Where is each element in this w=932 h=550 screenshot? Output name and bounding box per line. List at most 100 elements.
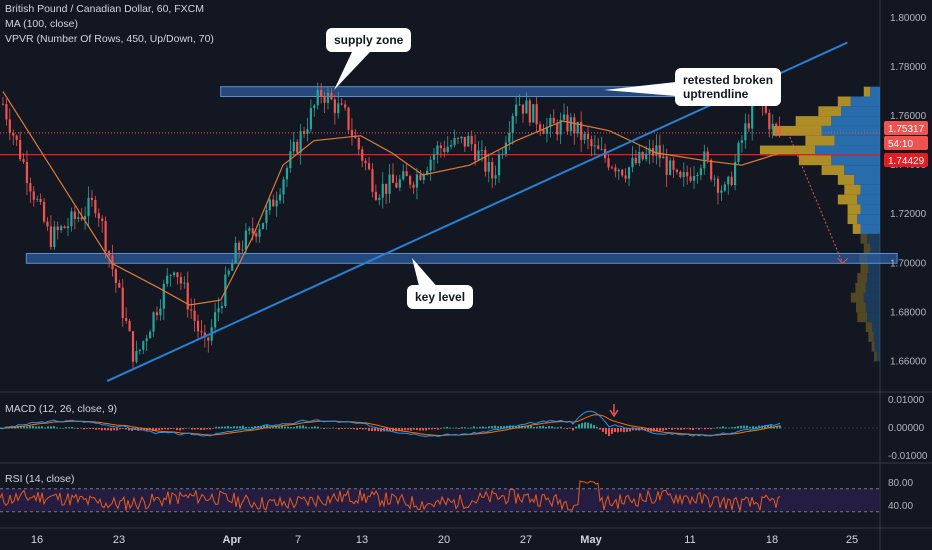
supply-zone-callout[interactable]: supply zone bbox=[326, 28, 412, 52]
candle-body bbox=[183, 282, 186, 284]
price-axis-tick: 1.66000 bbox=[890, 356, 927, 367]
rsi-band bbox=[0, 488, 880, 512]
macd-histogram-bar bbox=[431, 428, 433, 430]
macd-histogram-bar bbox=[320, 427, 322, 429]
macd-histogram-bar bbox=[47, 426, 49, 429]
volume-profile-up-bar bbox=[860, 204, 880, 215]
volume-profile-down-bar bbox=[837, 96, 851, 107]
macd-histogram-bar bbox=[14, 427, 16, 429]
macd-histogram-bar bbox=[38, 426, 40, 429]
volume-profile-down-bar bbox=[855, 302, 866, 313]
candle-body bbox=[15, 135, 18, 140]
macd-histogram-bar bbox=[281, 426, 283, 429]
price-axis-tick: 1.78000 bbox=[890, 62, 927, 73]
macd-histogram-bar bbox=[566, 428, 568, 429]
candle-body bbox=[135, 350, 138, 362]
macd-histogram-bar bbox=[392, 428, 394, 432]
candle-body bbox=[535, 104, 538, 125]
macd-histogram-bar bbox=[122, 428, 124, 429]
candle-body bbox=[121, 287, 124, 319]
macd-histogram-bar bbox=[449, 427, 451, 429]
candle-body bbox=[241, 249, 244, 251]
macd-histogram-bar bbox=[170, 428, 172, 430]
macd-histogram-bar bbox=[746, 425, 748, 429]
macd-histogram-bar bbox=[500, 426, 502, 429]
macd-histogram-bar bbox=[491, 426, 493, 429]
macd-histogram-bar bbox=[722, 426, 724, 429]
candle-body bbox=[42, 201, 46, 222]
macd-histogram-bar bbox=[254, 426, 256, 429]
candle-body bbox=[80, 217, 83, 220]
retest-callout-tail bbox=[604, 82, 676, 96]
candle-body bbox=[405, 171, 408, 177]
candle-body bbox=[66, 226, 70, 229]
candle-body bbox=[8, 119, 11, 133]
macd-histogram-bar bbox=[674, 428, 676, 429]
candle-body bbox=[176, 272, 179, 278]
macd-histogram-bar bbox=[107, 428, 109, 431]
rsi-axis-tick: 40.00 bbox=[888, 501, 913, 512]
candle-body bbox=[422, 174, 425, 180]
volume-profile-up-bar bbox=[867, 273, 880, 283]
key-level-callout[interactable]: key level bbox=[407, 285, 474, 309]
candle-body bbox=[1, 103, 5, 105]
macd-histogram-bar bbox=[164, 428, 166, 430]
rsi-legend[interactable]: RSI (14, close) bbox=[5, 473, 75, 485]
candle-body bbox=[203, 332, 206, 338]
candle-body bbox=[63, 226, 66, 229]
candle-body bbox=[484, 149, 487, 172]
candle-body bbox=[70, 211, 73, 227]
macd-histogram-bar bbox=[98, 428, 100, 430]
candle-body bbox=[279, 194, 282, 201]
macd-histogram-bar bbox=[440, 428, 442, 429]
volume-profile-down-bar bbox=[857, 273, 868, 283]
candle-body bbox=[733, 162, 737, 186]
volume-profile-down-bar bbox=[855, 282, 866, 293]
candle-body bbox=[723, 184, 726, 191]
candle-body bbox=[285, 168, 289, 180]
volume-profile-up-bar bbox=[821, 125, 880, 136]
candle-body bbox=[573, 117, 576, 134]
macd-histogram-bar bbox=[773, 426, 775, 429]
candle-body bbox=[501, 154, 504, 155]
macd-histogram-bar bbox=[587, 422, 589, 429]
candle-body bbox=[385, 183, 388, 194]
symbol-title[interactable]: British Pound / Canadian Dollar, 60, FXC… bbox=[5, 3, 205, 15]
macd-histogram-bar bbox=[128, 428, 130, 431]
macd-histogram-bar bbox=[68, 427, 70, 429]
candle-body bbox=[456, 137, 460, 139]
volume-profile-down-bar bbox=[850, 292, 864, 303]
macd-legend[interactable]: MACD (12, 26, close, 9) bbox=[5, 403, 118, 415]
candle-body bbox=[302, 131, 306, 134]
macd-histogram-bar bbox=[344, 428, 346, 429]
macd-histogram-bar bbox=[326, 427, 328, 429]
macd-histogram-bar bbox=[617, 428, 619, 433]
macd-histogram-bar bbox=[356, 428, 358, 430]
candle-body bbox=[234, 242, 237, 264]
ma-legend[interactable]: MA (100, close) bbox=[5, 18, 78, 30]
candle-body bbox=[515, 104, 518, 117]
macd-histogram-bar bbox=[404, 428, 406, 431]
macd-histogram-bar bbox=[26, 426, 28, 429]
macd-histogram-bar bbox=[533, 426, 535, 429]
macd-histogram-bar bbox=[206, 428, 208, 430]
vpvr-legend[interactable]: VPVR (Number Of Rows, 450, Up/Down, 70) bbox=[5, 33, 214, 45]
macd-histogram-bar bbox=[437, 428, 439, 430]
macd-histogram-bar bbox=[614, 428, 616, 432]
candle-body bbox=[87, 197, 90, 216]
retest-callout[interactable]: retested broken uptrendline bbox=[675, 68, 782, 106]
candle-body bbox=[429, 159, 432, 171]
macd-histogram-bar bbox=[350, 428, 352, 429]
macd-histogram-bar bbox=[101, 428, 103, 431]
candle-body bbox=[179, 277, 182, 284]
macd-histogram-bar bbox=[725, 427, 727, 429]
volume-profile-down-bar bbox=[795, 116, 832, 126]
candle-body bbox=[32, 191, 35, 200]
retest-callout-line1: retested broken bbox=[683, 73, 774, 87]
candle-body bbox=[706, 151, 709, 160]
macd-histogram-bar bbox=[317, 426, 319, 429]
volume-profile-up-bar bbox=[874, 341, 880, 352]
candle-body bbox=[169, 275, 172, 276]
macd-histogram-bar bbox=[701, 427, 703, 429]
